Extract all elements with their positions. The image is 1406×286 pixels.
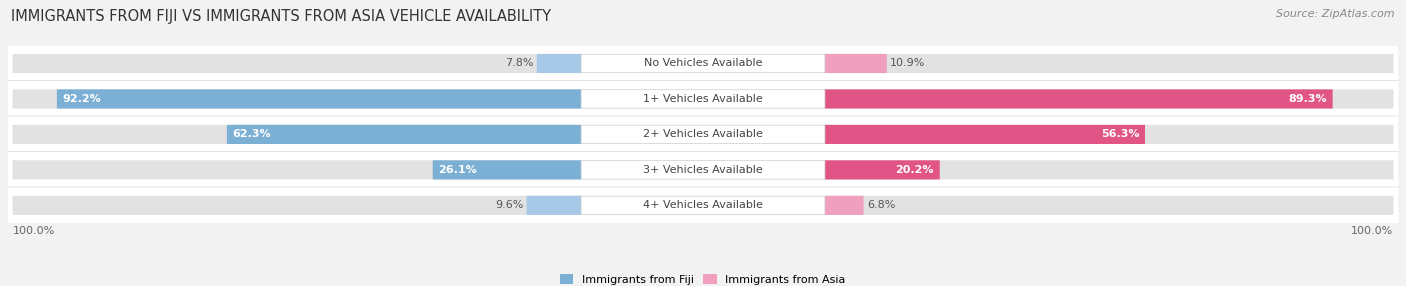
FancyBboxPatch shape <box>7 45 1399 82</box>
FancyBboxPatch shape <box>581 196 825 214</box>
FancyBboxPatch shape <box>13 54 581 73</box>
Text: 26.1%: 26.1% <box>439 165 477 175</box>
Text: 9.6%: 9.6% <box>495 200 523 210</box>
Text: 2+ Vehicles Available: 2+ Vehicles Available <box>643 130 763 139</box>
FancyBboxPatch shape <box>433 160 581 179</box>
Text: 3+ Vehicles Available: 3+ Vehicles Available <box>643 165 763 175</box>
FancyBboxPatch shape <box>7 152 1399 188</box>
Text: 6.8%: 6.8% <box>868 200 896 210</box>
Text: 7.8%: 7.8% <box>505 59 533 68</box>
FancyBboxPatch shape <box>825 54 887 73</box>
Text: No Vehicles Available: No Vehicles Available <box>644 59 762 68</box>
FancyBboxPatch shape <box>13 125 581 144</box>
FancyBboxPatch shape <box>7 81 1399 117</box>
Text: 89.3%: 89.3% <box>1288 94 1327 104</box>
FancyBboxPatch shape <box>13 160 581 179</box>
Text: 92.2%: 92.2% <box>62 94 101 104</box>
Text: 1+ Vehicles Available: 1+ Vehicles Available <box>643 94 763 104</box>
FancyBboxPatch shape <box>825 160 1393 179</box>
FancyBboxPatch shape <box>581 90 825 108</box>
Text: IMMIGRANTS FROM FIJI VS IMMIGRANTS FROM ASIA VEHICLE AVAILABILITY: IMMIGRANTS FROM FIJI VS IMMIGRANTS FROM … <box>11 9 551 23</box>
FancyBboxPatch shape <box>56 90 581 108</box>
FancyBboxPatch shape <box>825 196 1393 215</box>
Text: 62.3%: 62.3% <box>232 130 271 139</box>
FancyBboxPatch shape <box>226 125 581 144</box>
Text: 4+ Vehicles Available: 4+ Vehicles Available <box>643 200 763 210</box>
Text: 100.0%: 100.0% <box>13 226 55 236</box>
FancyBboxPatch shape <box>527 196 581 215</box>
FancyBboxPatch shape <box>825 90 1333 108</box>
Legend: Immigrants from Fiji, Immigrants from Asia: Immigrants from Fiji, Immigrants from As… <box>560 275 846 285</box>
FancyBboxPatch shape <box>7 187 1399 224</box>
FancyBboxPatch shape <box>825 196 863 215</box>
FancyBboxPatch shape <box>825 125 1393 144</box>
FancyBboxPatch shape <box>581 161 825 179</box>
FancyBboxPatch shape <box>825 160 939 179</box>
Text: 20.2%: 20.2% <box>896 165 934 175</box>
FancyBboxPatch shape <box>581 125 825 144</box>
FancyBboxPatch shape <box>7 116 1399 153</box>
Text: 56.3%: 56.3% <box>1101 130 1139 139</box>
FancyBboxPatch shape <box>825 54 1393 73</box>
FancyBboxPatch shape <box>537 54 581 73</box>
FancyBboxPatch shape <box>13 90 581 108</box>
FancyBboxPatch shape <box>825 90 1393 108</box>
FancyBboxPatch shape <box>581 54 825 73</box>
Text: Source: ZipAtlas.com: Source: ZipAtlas.com <box>1277 9 1395 19</box>
FancyBboxPatch shape <box>825 125 1144 144</box>
Text: 100.0%: 100.0% <box>1351 226 1393 236</box>
FancyBboxPatch shape <box>13 196 581 215</box>
Text: 10.9%: 10.9% <box>890 59 925 68</box>
